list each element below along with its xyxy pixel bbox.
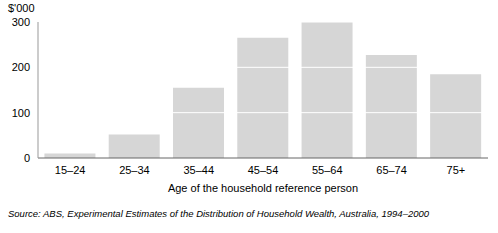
svg-text:25–34: 25–34 — [119, 164, 150, 176]
svg-text:200: 200 — [12, 61, 30, 73]
html-text:Source: ABS, Experimental Esti: Source: ABS, Experimental Estimates of t… — [8, 208, 429, 219]
svg-text:65–74: 65–74 — [376, 164, 407, 176]
html-text:$'000: $'000 — [8, 2, 35, 14]
svg-text:100: 100 — [12, 107, 30, 119]
svg-text:Age of the household reference: Age of the household reference person — [168, 182, 358, 194]
svg-text:75+: 75+ — [447, 164, 466, 176]
svg-text:35–44: 35–44 — [183, 164, 214, 176]
svg-text:300: 300 — [12, 16, 30, 28]
svg-text:15–24: 15–24 — [55, 164, 86, 176]
svg-text:45–54: 45–54 — [248, 164, 279, 176]
svg-text:55–64: 55–64 — [312, 164, 343, 176]
svg-text:0: 0 — [24, 152, 30, 164]
